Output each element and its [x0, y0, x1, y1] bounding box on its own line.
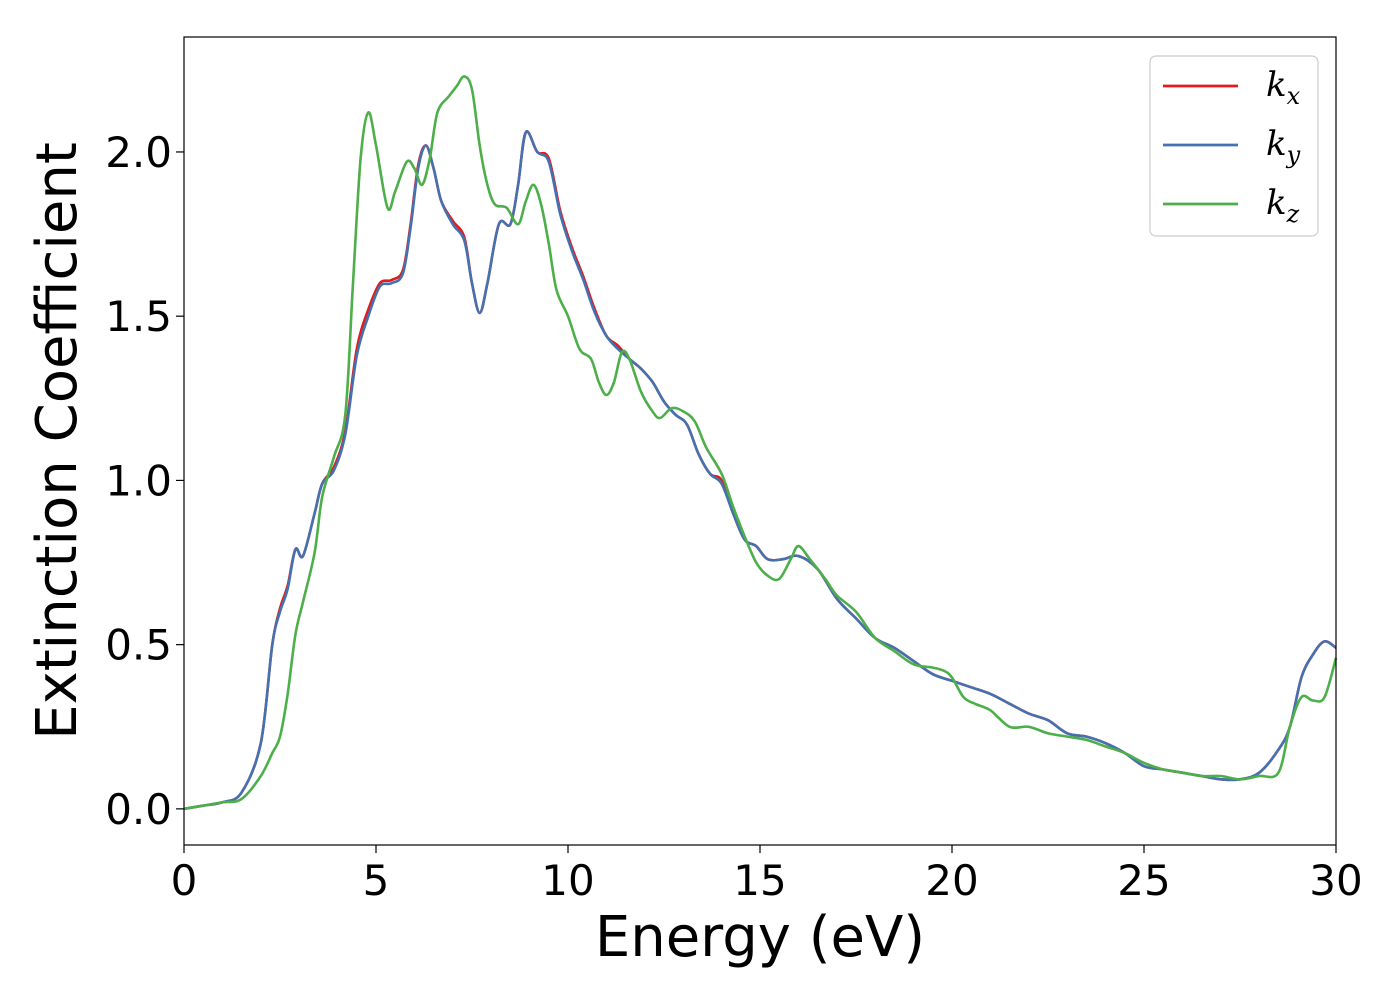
- y-tick-label: 1.0: [105, 456, 172, 505]
- y-tick-label: 0.5: [105, 621, 172, 670]
- x-tick-label: 5: [363, 856, 390, 905]
- x-tick-label: 15: [733, 856, 786, 905]
- legend-label-y: ky: [1266, 124, 1301, 169]
- y-tick-label: 1.5: [105, 292, 172, 341]
- x-axis-label: Energy (eV): [595, 905, 925, 970]
- x-tick-label: 20: [925, 856, 978, 905]
- y-tick-label: 2.0: [105, 128, 172, 177]
- x-tick-label: 30: [1309, 856, 1362, 905]
- legend-entries: kx ky kz: [1163, 65, 1301, 228]
- y-tick-label: 0.0: [105, 785, 172, 834]
- legend-label-z: kz: [1266, 183, 1300, 228]
- series-line-y: [183, 130, 1337, 811]
- plot-lines: [183, 75, 1338, 811]
- legend: kx ky kz: [1149, 55, 1319, 237]
- x-tick-label: 25: [1117, 856, 1170, 905]
- y-axis-ticks: 0.0 0.5 1.0 1.5 2.0: [105, 128, 184, 834]
- y-axis-label: Extinction Coefficient: [25, 142, 90, 740]
- legend-label-x: kx: [1266, 65, 1301, 110]
- x-tick-label: 10: [541, 856, 594, 905]
- x-axis-ticks: 0 5 10 15 20 25 30: [171, 845, 1363, 905]
- x-tick-label: 0: [171, 856, 198, 905]
- series-line-z: [183, 75, 1338, 811]
